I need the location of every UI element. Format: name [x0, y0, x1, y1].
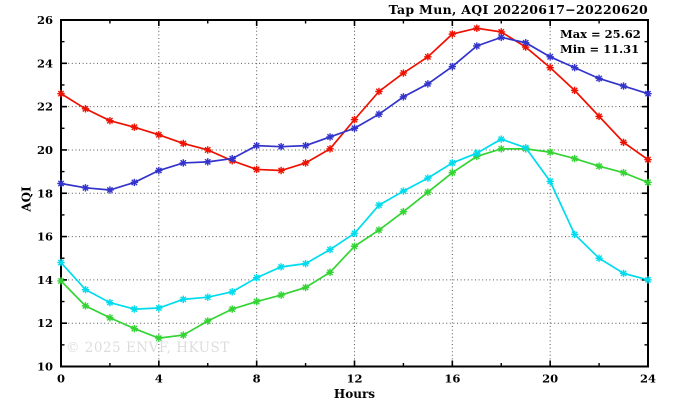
svg-text:24: 24: [37, 56, 53, 70]
watermark: © 2025 ENVF, HKUST: [66, 340, 230, 356]
svg-text:8: 8: [253, 372, 261, 386]
max-value-label: Max = 25.62: [560, 27, 641, 41]
svg-text:24: 24: [640, 372, 656, 386]
x-axis-label: Hours: [333, 387, 376, 401]
svg-text:0: 0: [57, 372, 65, 386]
svg-text:20: 20: [542, 372, 558, 386]
svg-text:26: 26: [37, 13, 53, 27]
svg-text:16: 16: [444, 372, 460, 386]
svg-text:20: 20: [37, 143, 53, 157]
svg-text:12: 12: [37, 316, 53, 330]
chart-title: Tap Mun, AQI 20220617−20220620: [388, 2, 648, 17]
svg-text:4: 4: [155, 372, 163, 386]
svg-text:14: 14: [37, 273, 53, 287]
min-value-label: Min = 11.31: [560, 41, 640, 56]
svg-text:22: 22: [37, 100, 53, 114]
svg-text:10: 10: [37, 360, 53, 374]
y-axis-label: AQI: [19, 186, 34, 212]
svg-text:18: 18: [37, 186, 53, 200]
svg-text:12: 12: [346, 372, 362, 386]
max-min-annotation: Max = 25.62 Min = 11.31: [560, 27, 641, 56]
svg-text:16: 16: [37, 230, 53, 244]
